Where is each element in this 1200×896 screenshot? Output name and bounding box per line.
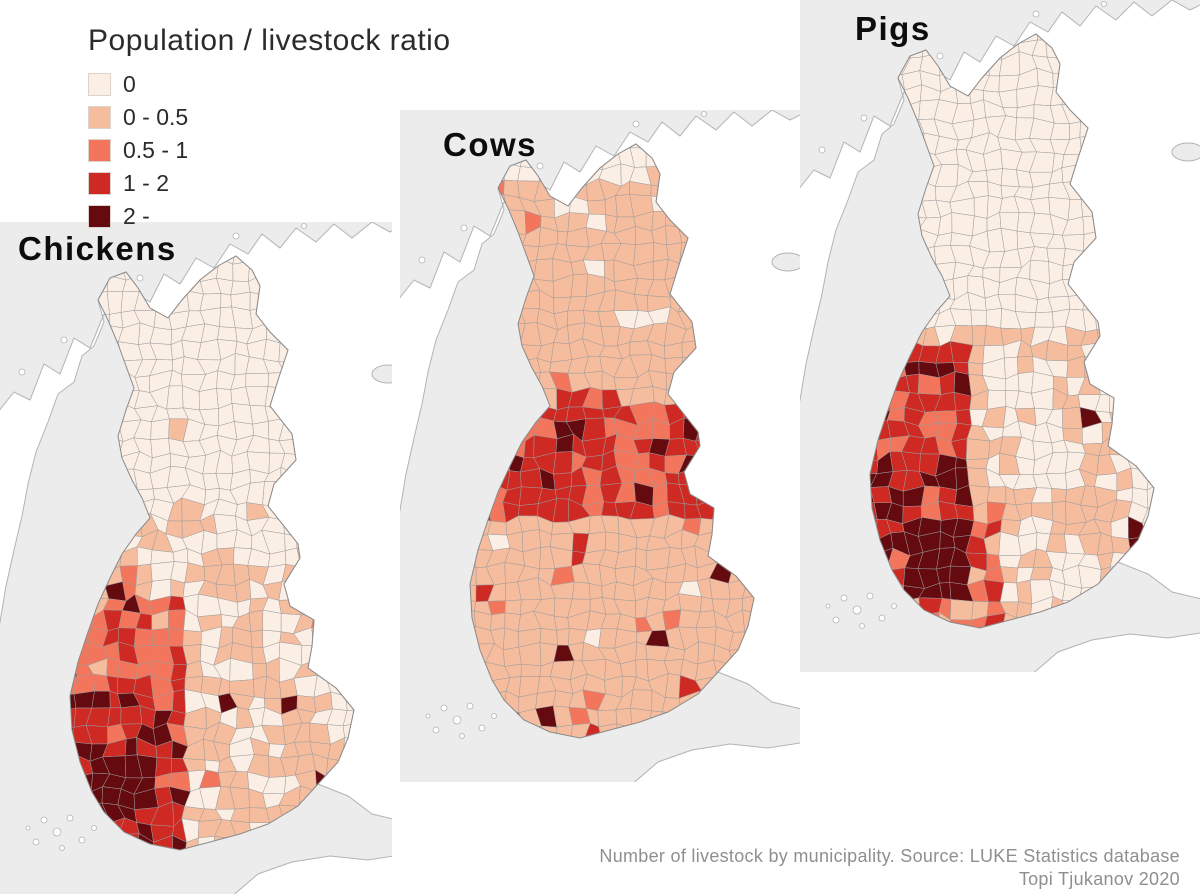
legend-row: 0 - 0.5 — [88, 101, 451, 134]
legend-row: 0.5 - 1 — [88, 134, 451, 167]
finland-map-cows — [400, 110, 800, 782]
legend-row: 0 — [88, 68, 451, 101]
caption-source: Number of livestock by municipality. Sou… — [599, 846, 1180, 866]
finland-map-pigs — [800, 0, 1200, 672]
legend-swatch-1 — [88, 106, 111, 129]
caption-author: Topi Tjukanov 2020 — [1018, 869, 1180, 890]
panel-title-chickens: Chickens — [18, 230, 177, 267]
legend-swatch-3 — [88, 172, 111, 195]
legend-title: Population / livestock ratio — [88, 24, 451, 57]
legend-label-2: 0.5 - 1 — [123, 137, 189, 163]
legend-swatch-2 — [88, 139, 111, 162]
legend-label-1: 0 - 0.5 — [123, 104, 189, 130]
legend-label-0: 0 — [123, 71, 136, 97]
finland-map-chickens — [0, 222, 392, 894]
map-caption: Number of livestock by municipality. Sou… — [599, 845, 1180, 892]
map-panel-pigs: Pigs — [800, 0, 1200, 672]
legend-row: 2 - — [88, 200, 451, 233]
map-panel-chickens: Chickens — [0, 222, 392, 896]
legend: Population / livestock ratio 0 0 - 0.5 0… — [88, 24, 451, 233]
legend-label-4: 2 - — [123, 203, 150, 229]
legend-row: 1 - 2 — [88, 167, 451, 200]
map-panel-cows: Cows — [400, 110, 800, 782]
legend-label-3: 1 - 2 — [123, 170, 170, 196]
legend-swatch-4 — [88, 205, 111, 228]
panel-title-cows: Cows — [443, 126, 538, 163]
panel-title-pigs: Pigs — [855, 10, 931, 47]
legend-swatch-0 — [88, 73, 111, 96]
